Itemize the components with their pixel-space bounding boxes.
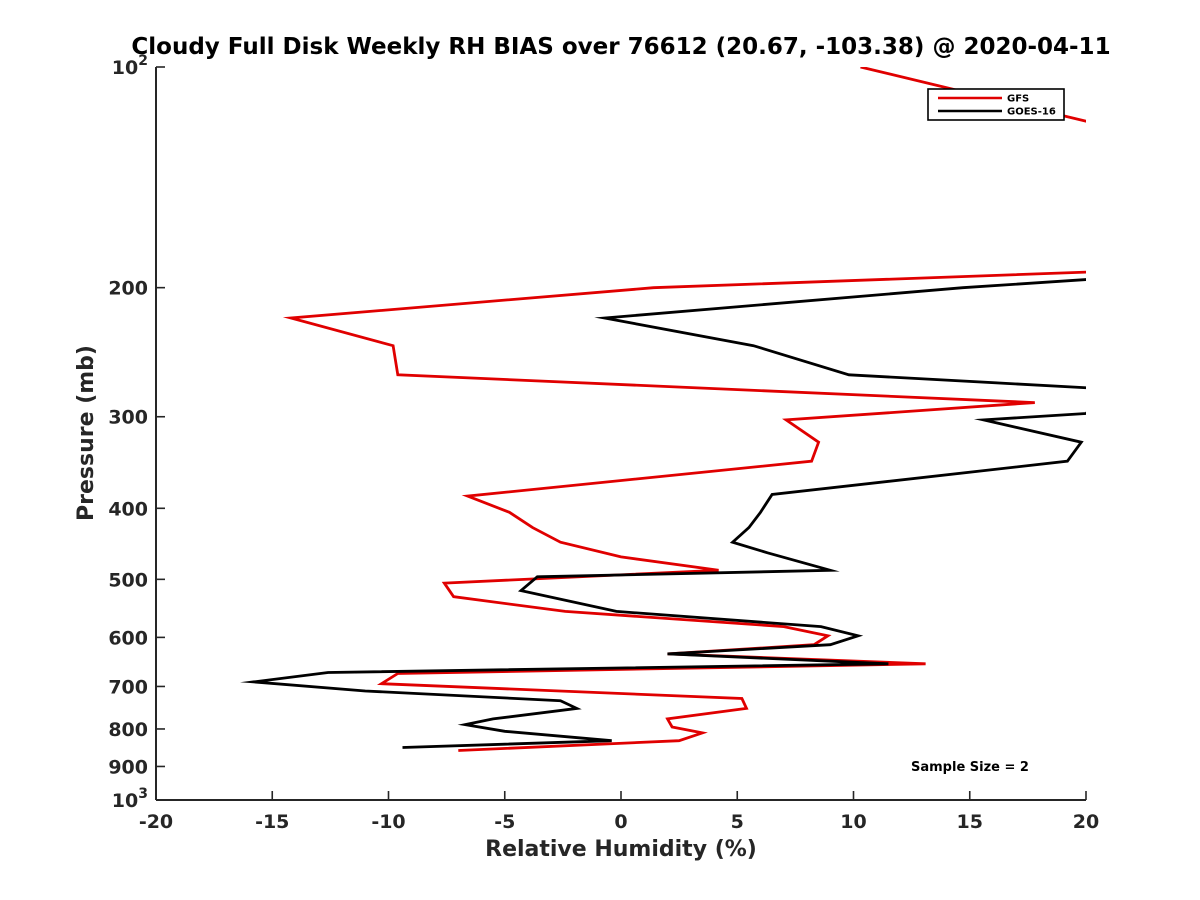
chart-title: Cloudy Full Disk Weekly RH BIAS over 766…	[131, 34, 1110, 60]
y-tick-label: 400	[108, 498, 148, 520]
x-tick-label: 20	[1073, 811, 1099, 833]
legend-label-goes16: GOES-16	[1007, 107, 1056, 118]
y-tick-label: 300	[108, 407, 148, 429]
x-axis-label: Relative Humidity (%)	[485, 837, 757, 862]
y-axis-label: Pressure (mb)	[74, 345, 99, 521]
legend-box	[927, 88, 1065, 121]
y-tick-label: 900	[108, 756, 148, 778]
y-tick-label: 600	[108, 627, 148, 649]
y-tick-label: 102	[112, 53, 148, 79]
sample-size-annotation: Sample Size = 2	[911, 760, 1029, 775]
legend: GFS GOES-16	[927, 88, 1065, 121]
x-tick-label: 5	[731, 811, 744, 833]
x-tick-label: -15	[255, 811, 289, 833]
x-tick-label: 0	[614, 811, 627, 833]
legend-label-gfs: GFS	[1007, 94, 1029, 105]
y-tick-label: 500	[108, 569, 148, 591]
x-tick-label: -20	[139, 811, 173, 833]
x-tick-label: 15	[957, 811, 983, 833]
x-tick-label: 10	[840, 811, 866, 833]
y-tick-label: 700	[108, 676, 148, 698]
y-tick-label: 800	[108, 719, 148, 741]
x-tick-label: -5	[494, 811, 515, 833]
x-tick-label: -10	[371, 811, 405, 833]
y-tick-label: 103	[112, 786, 148, 812]
y-tick-label: 200	[108, 278, 148, 300]
series-line-goes16	[240, 278, 1086, 749]
